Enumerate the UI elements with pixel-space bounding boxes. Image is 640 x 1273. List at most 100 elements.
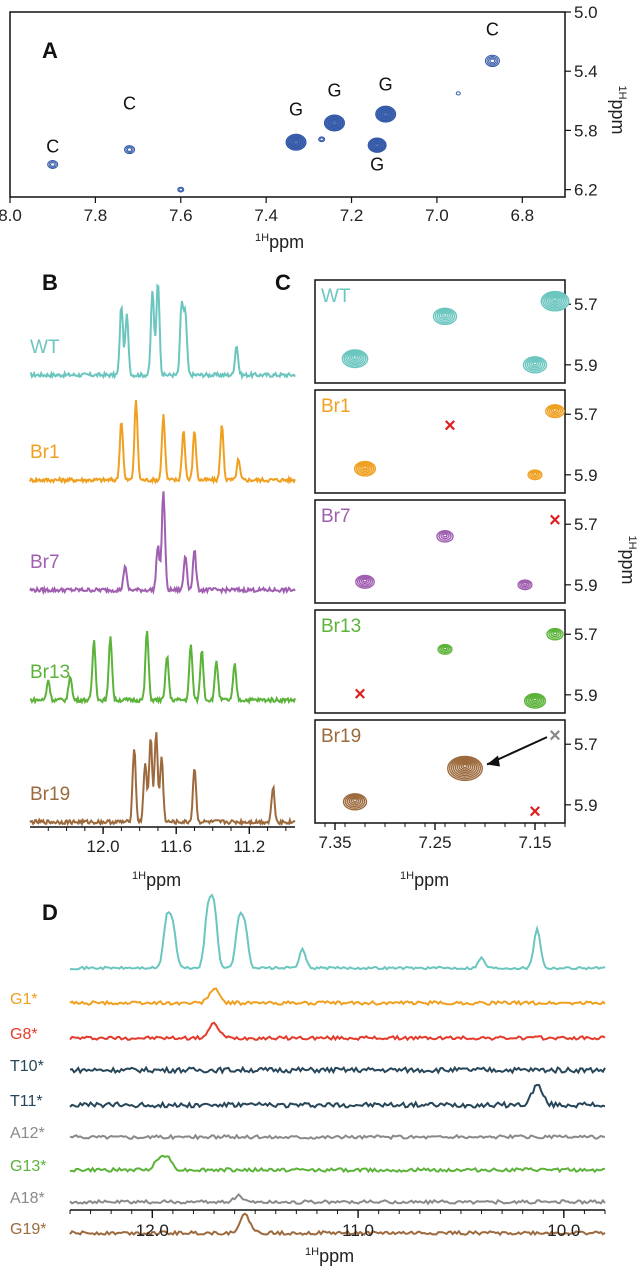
panel-d-traces: G1* G8* T10* T11* A12* G13* A18* G19* — [10, 893, 606, 1238]
panel-a-contour — [325, 115, 344, 131]
panel-c-crosspeak — [341, 349, 369, 369]
panel-b-trace-label: Br13 — [30, 662, 70, 683]
panel-a-contour — [319, 137, 324, 142]
panel-c-contour — [460, 763, 470, 770]
panel-c-contour — [347, 352, 363, 364]
panel-d-trace-label: G19* — [10, 1221, 46, 1238]
panel-a-x-tick-label: 7.8 — [84, 206, 108, 225]
panel-a-y-tick-label: 5.4 — [574, 62, 598, 81]
panel-c-contour — [454, 759, 476, 775]
panel-d-trace-label: G8* — [10, 1026, 38, 1043]
panel-c-contour — [352, 355, 358, 359]
panel-c-contour — [458, 761, 472, 772]
panel-a-crosspeak — [484, 54, 500, 67]
panel-a-contour — [318, 136, 326, 143]
panel-a-contour — [377, 107, 395, 122]
panel-a-contour — [289, 136, 303, 148]
panel-a-y-ticks: 5.0 5.4 5.8 6.2 — [565, 3, 598, 200]
panel-a-contour — [329, 118, 340, 128]
panel-c-contour — [356, 575, 374, 588]
panel-a-x-tick-label: 6.8 — [510, 206, 534, 225]
panel-c-x-tick-label: 7.25 — [418, 833, 451, 852]
panel-a-y-axis-label: 1Hppm — [608, 85, 628, 134]
panel-d-trace-g13 — [69, 1154, 606, 1174]
panel-c-missing-peak-marker: × — [529, 801, 541, 823]
panel-c-subpanel-br13: Br13 5.7 5.9 × — [314, 609, 598, 714]
panel-c-y-tick-label: 5.7 — [574, 295, 598, 314]
panel-c-subpanel-label: Br19 — [321, 726, 361, 747]
panel-c-subpanel-br7: Br7 5.7 5.9 × — [314, 499, 598, 604]
panel-a-contour — [369, 138, 386, 152]
panel-a-x-tick-label: 7.4 — [254, 206, 278, 225]
panel-c-contour — [522, 582, 528, 586]
panel-a-y-tick-label: 6.2 — [574, 181, 598, 200]
panel-c-contour — [438, 310, 452, 321]
panel-c-contour — [530, 471, 540, 478]
panel-a-contour — [489, 58, 496, 64]
panel-c-crosspeak — [355, 574, 375, 589]
panel-c-crosspeak — [353, 460, 377, 477]
panel-c-contour — [348, 796, 362, 806]
panel-c-contour — [452, 758, 478, 777]
panel-d-x-tick-label: 12.0 — [136, 1221, 169, 1240]
panel-a-peak-labels: C C G G G G C — [46, 20, 499, 175]
panel-b-trace-label: Br1 — [30, 442, 60, 463]
panel-c-contour — [527, 694, 543, 706]
panel-c-crosspeak — [437, 643, 453, 655]
panel-a-contour — [380, 109, 391, 119]
panel-c-contour — [440, 645, 450, 652]
panel-c-contour — [552, 408, 558, 412]
panel-a-y-tick-label: 5.8 — [574, 121, 598, 140]
panel-a-peak-label: C — [486, 20, 499, 40]
panel-c-contour — [344, 794, 366, 809]
panel-c-crosspeak — [432, 307, 458, 326]
panel-d-trace-t10 — [69, 1065, 606, 1075]
panel-c-contour — [440, 532, 450, 540]
panel-c-contour — [442, 646, 448, 651]
panel-c-contour — [440, 311, 450, 319]
panel-d: D G1* G8* T10* T11* A12* G13* A18* G19* 12.0 11.… — [10, 893, 606, 1266]
panel-c-contour — [543, 292, 567, 309]
panel-a-contour — [372, 141, 382, 149]
panel-c-contour — [355, 461, 375, 476]
panel-a-x-tick-label: 7.0 — [425, 206, 449, 225]
panel-c-contour — [350, 797, 360, 804]
panel-a-contour — [292, 139, 300, 145]
panel-c-contour — [357, 462, 373, 474]
panel-c-contour — [548, 629, 562, 639]
panel-a: A 8.0 7.8 7.6 7.4 7.2 7.0 6.8 5.0 5.4 5.8 6.2 C C G… — [0, 3, 628, 252]
panel-c-contour — [530, 360, 540, 367]
panel-a-peak-label: G — [289, 100, 303, 120]
panel-c-contour — [524, 357, 546, 372]
panel-c-y-tick-label: 5.9 — [574, 796, 598, 815]
panel-d-trace-reference — [70, 893, 606, 971]
panel-a-x-tick-label: 7.6 — [169, 206, 193, 225]
panel-c-contour — [362, 578, 368, 583]
panel-a-peak-label: G — [370, 154, 384, 174]
panel-a-contour — [455, 91, 461, 96]
panel-c-frame — [314, 279, 566, 384]
panel-a-crosspeak — [177, 186, 185, 193]
panel-a-crosspeak — [323, 114, 345, 132]
panel-c-crosspeak — [517, 579, 533, 591]
panel-c-contour — [552, 631, 558, 636]
panel-b-x-ticks: 12.0 11.6 11.2 — [47, 827, 287, 856]
panel-a-contour — [323, 114, 345, 132]
panel-c-contour — [442, 533, 448, 538]
panel-c-contour — [529, 695, 541, 705]
panel-c-contour — [360, 464, 370, 471]
panel-c-contour — [546, 405, 564, 417]
panel-a-contour — [50, 162, 56, 167]
panel-c-contour — [526, 358, 544, 371]
panel-d-x-ticks: 12.0 11.0 10.0 — [69, 1210, 606, 1240]
panel-c-x-tick-label: 7.35 — [318, 833, 351, 852]
panel-c-missing-peak-marker: × — [549, 725, 561, 747]
panel-c-contour — [360, 577, 370, 585]
panel-c-y-tick-label: 5.9 — [574, 686, 598, 705]
panel-a-x-tick-label: 7.2 — [340, 206, 364, 225]
panel-a-contour — [47, 159, 59, 169]
panel-a-contour — [126, 147, 133, 152]
panel-a-crosspeak — [47, 159, 59, 169]
panel-a-crosspeak — [455, 91, 461, 96]
panel-c-contour — [456, 760, 474, 774]
